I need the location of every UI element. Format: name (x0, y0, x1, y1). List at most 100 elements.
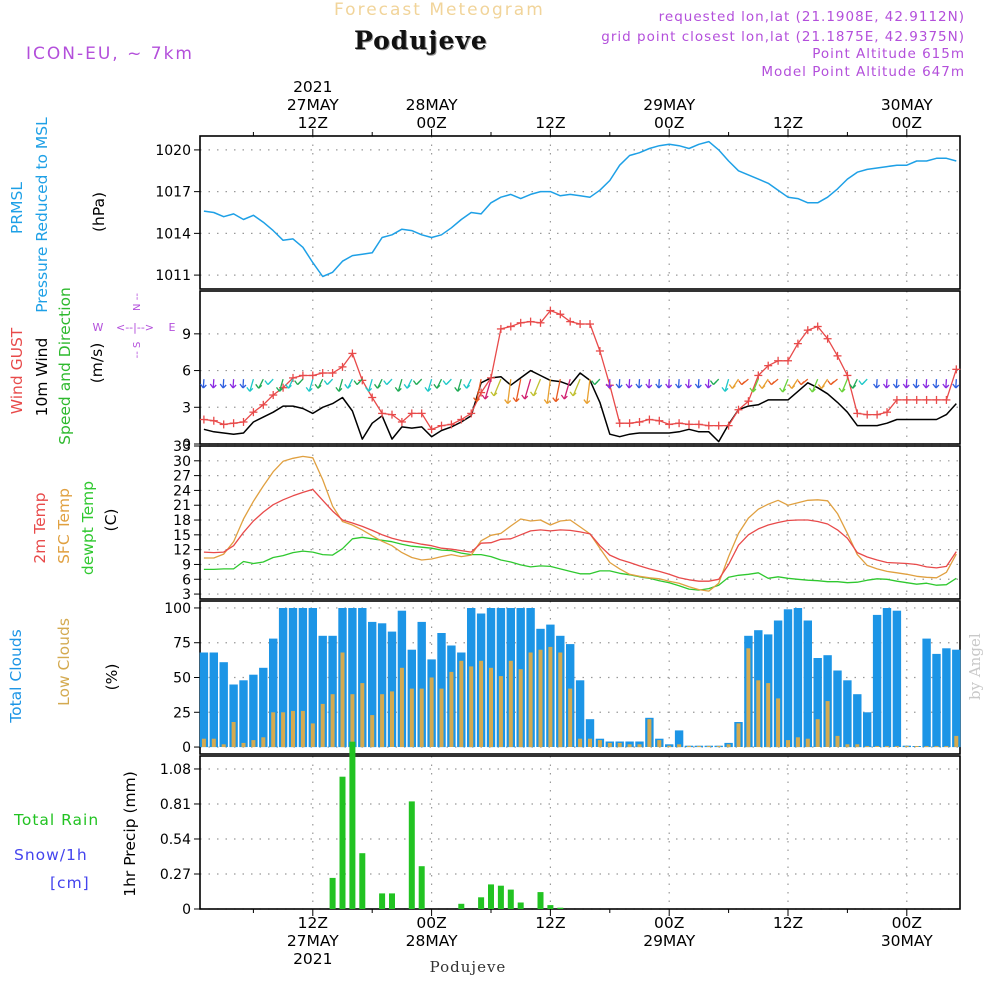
wind-direction-arrow (608, 384, 613, 389)
wind-direction-arrow (524, 395, 529, 400)
wind-direction-arrow (397, 378, 403, 392)
wind-direction-arrow (594, 381, 599, 386)
wind-direction-arrow (895, 384, 900, 389)
wind-direction-arrow (255, 383, 260, 389)
precip-bar (389, 893, 395, 909)
low-cloud-bar (766, 683, 771, 748)
wind-direction-arrow (530, 391, 535, 397)
wind-direction-arrow (202, 379, 205, 389)
wind-direction-arrow (915, 379, 918, 389)
low-cloud-bar (479, 660, 484, 747)
total-cloud-bar (259, 667, 268, 748)
wind-direction-arrow (569, 391, 574, 397)
low-cloud-bar (261, 737, 266, 747)
wind-direction-arrow (741, 381, 746, 386)
total-cloud-bar (783, 609, 793, 747)
low-cloud-bar (687, 746, 691, 747)
wind-direction-arrow (383, 380, 388, 385)
low-cloud-bar (954, 735, 959, 747)
wind-direction-arrow (543, 399, 548, 404)
wind-direction-arrow (749, 387, 754, 393)
y-tick-label: 1011 (155, 268, 191, 284)
low-cloud-bar (518, 669, 523, 748)
wind-direction-arrow (687, 384, 692, 389)
wind-direction-arrow (373, 383, 379, 389)
wind-direction-arrow (521, 394, 526, 400)
y-tick-label: 1017 (155, 185, 191, 201)
total-cloud-bar (882, 608, 892, 748)
total-cloud-bar (773, 620, 783, 748)
wind-direction-arrow (648, 379, 651, 389)
total-cloud-bar (843, 680, 852, 748)
low-cloud-bar (241, 742, 246, 748)
rain-label: Total Rain (13, 811, 99, 829)
low-cloud-bar (588, 738, 592, 747)
wind-direction-arrow (524, 378, 532, 400)
x-tick-label: 12Z (773, 914, 803, 932)
wind-direction-arrow (326, 381, 331, 386)
wind-direction-arrow (721, 386, 726, 392)
wind-direction-arrow (841, 378, 848, 393)
precip-bar (517, 902, 524, 909)
panel-frame (199, 290, 961, 445)
wind-direction-arrow (712, 381, 717, 386)
precip-bar (379, 893, 386, 909)
total-cloud-bar (952, 649, 961, 748)
x-tick-label: 27MAY (287, 96, 339, 114)
precip-bar (497, 885, 504, 909)
wind-direction-arrow (507, 400, 512, 405)
sfc-temp-line (203, 455, 957, 592)
wind-direction-arrow (442, 380, 447, 385)
wind-direction-arrow (728, 384, 733, 389)
compass-arrows: <--|--> (116, 321, 154, 334)
low-cloud-bar (300, 710, 305, 748)
low-cloud-bar (469, 666, 474, 748)
wind-direction-arrow (484, 378, 492, 400)
y-tick-label: 0.27 (160, 867, 191, 883)
wind-direction-arrow (219, 383, 224, 389)
wind-direction-arrow (473, 397, 478, 403)
low-cloud-bar (419, 688, 424, 747)
wind-direction-arrow (912, 383, 917, 389)
wind-direction-arrow (287, 384, 292, 389)
total-cloud-bar (922, 638, 931, 748)
low-cloud-bar (201, 738, 206, 747)
low-cloud-bar (657, 740, 662, 748)
low-cloud-bar (390, 691, 394, 747)
low-cloud-bar (310, 723, 315, 747)
wind-direction-arrow (515, 378, 522, 402)
wind-direction-arrow (433, 383, 438, 389)
wind-direction-arrow (415, 381, 420, 386)
total-cloud-bar (892, 610, 902, 747)
wind-direction-arrow (317, 384, 322, 389)
y-tick-label: 1.08 (160, 762, 191, 778)
wind-direction-arrow (752, 388, 757, 393)
total-cloud-bar (219, 662, 228, 747)
low-cloud-bar (597, 740, 602, 748)
wind-direction-arrow (493, 378, 502, 397)
low-cloud-bar (578, 738, 583, 747)
wind-direction-label: Speed and Direction (56, 287, 74, 445)
low-cloud-bar (370, 715, 375, 748)
wind-direction-arrow (955, 379, 957, 389)
x-tick-label: 12Z (298, 914, 328, 932)
wind-direction-arrow (895, 379, 898, 389)
wind-direction-arrow (876, 384, 881, 389)
wind-direction-arrow (264, 380, 269, 385)
y-tick-label: 27 (173, 469, 191, 485)
total-cloud-bar (674, 730, 684, 748)
total-cloud-bar (209, 652, 218, 748)
wind-direction-arrow (615, 383, 620, 389)
total-cloud-bar (813, 658, 822, 747)
precip-bar (547, 905, 554, 909)
wind-direction-arrow (323, 380, 328, 385)
y-tick-label: 12 (173, 543, 191, 559)
wind-direction-arrow (817, 384, 822, 389)
wind-direction-arrow (827, 380, 832, 386)
wind-direction-arrow (572, 378, 581, 397)
x-tick-label: 2021 (293, 78, 332, 96)
clouds-unit: (%) (103, 664, 121, 691)
low-cloud-bar (647, 719, 652, 747)
wind-direction-arrow (645, 383, 650, 389)
